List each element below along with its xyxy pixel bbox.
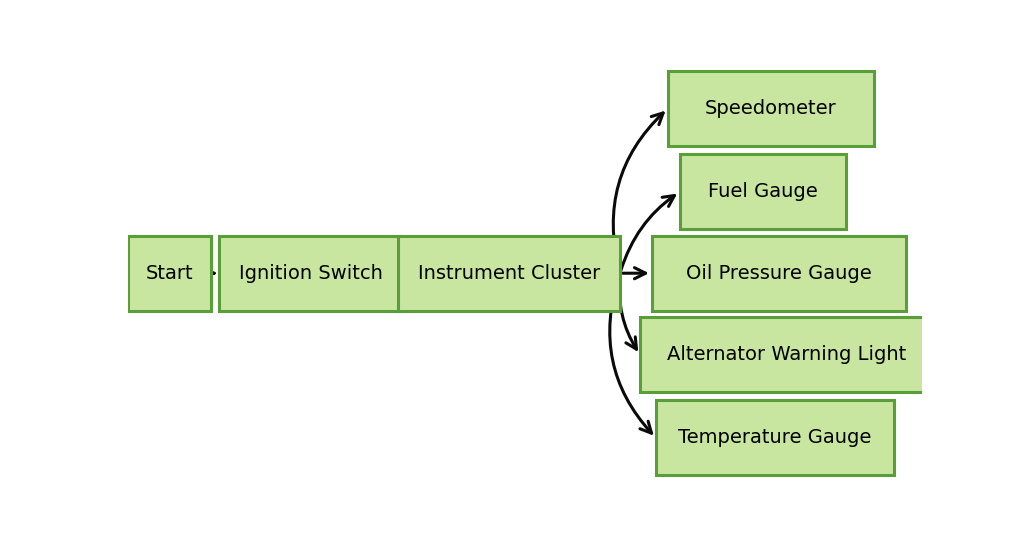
- Text: Speedometer: Speedometer: [705, 99, 837, 118]
- Text: Ignition Switch: Ignition Switch: [239, 263, 383, 283]
- FancyBboxPatch shape: [651, 236, 905, 311]
- Text: Temperature Gauge: Temperature Gauge: [678, 428, 871, 447]
- Text: Alternator Warning Light: Alternator Warning Light: [667, 345, 906, 364]
- Text: Instrument Cluster: Instrument Cluster: [418, 263, 600, 283]
- FancyBboxPatch shape: [397, 236, 620, 311]
- Text: Start: Start: [145, 263, 194, 283]
- FancyBboxPatch shape: [680, 155, 846, 229]
- FancyBboxPatch shape: [219, 236, 401, 311]
- FancyBboxPatch shape: [640, 317, 934, 392]
- FancyBboxPatch shape: [668, 71, 874, 146]
- Text: Fuel Gauge: Fuel Gauge: [708, 182, 818, 201]
- FancyBboxPatch shape: [128, 236, 211, 311]
- FancyBboxPatch shape: [655, 400, 894, 475]
- Text: Oil Pressure Gauge: Oil Pressure Gauge: [686, 263, 871, 283]
